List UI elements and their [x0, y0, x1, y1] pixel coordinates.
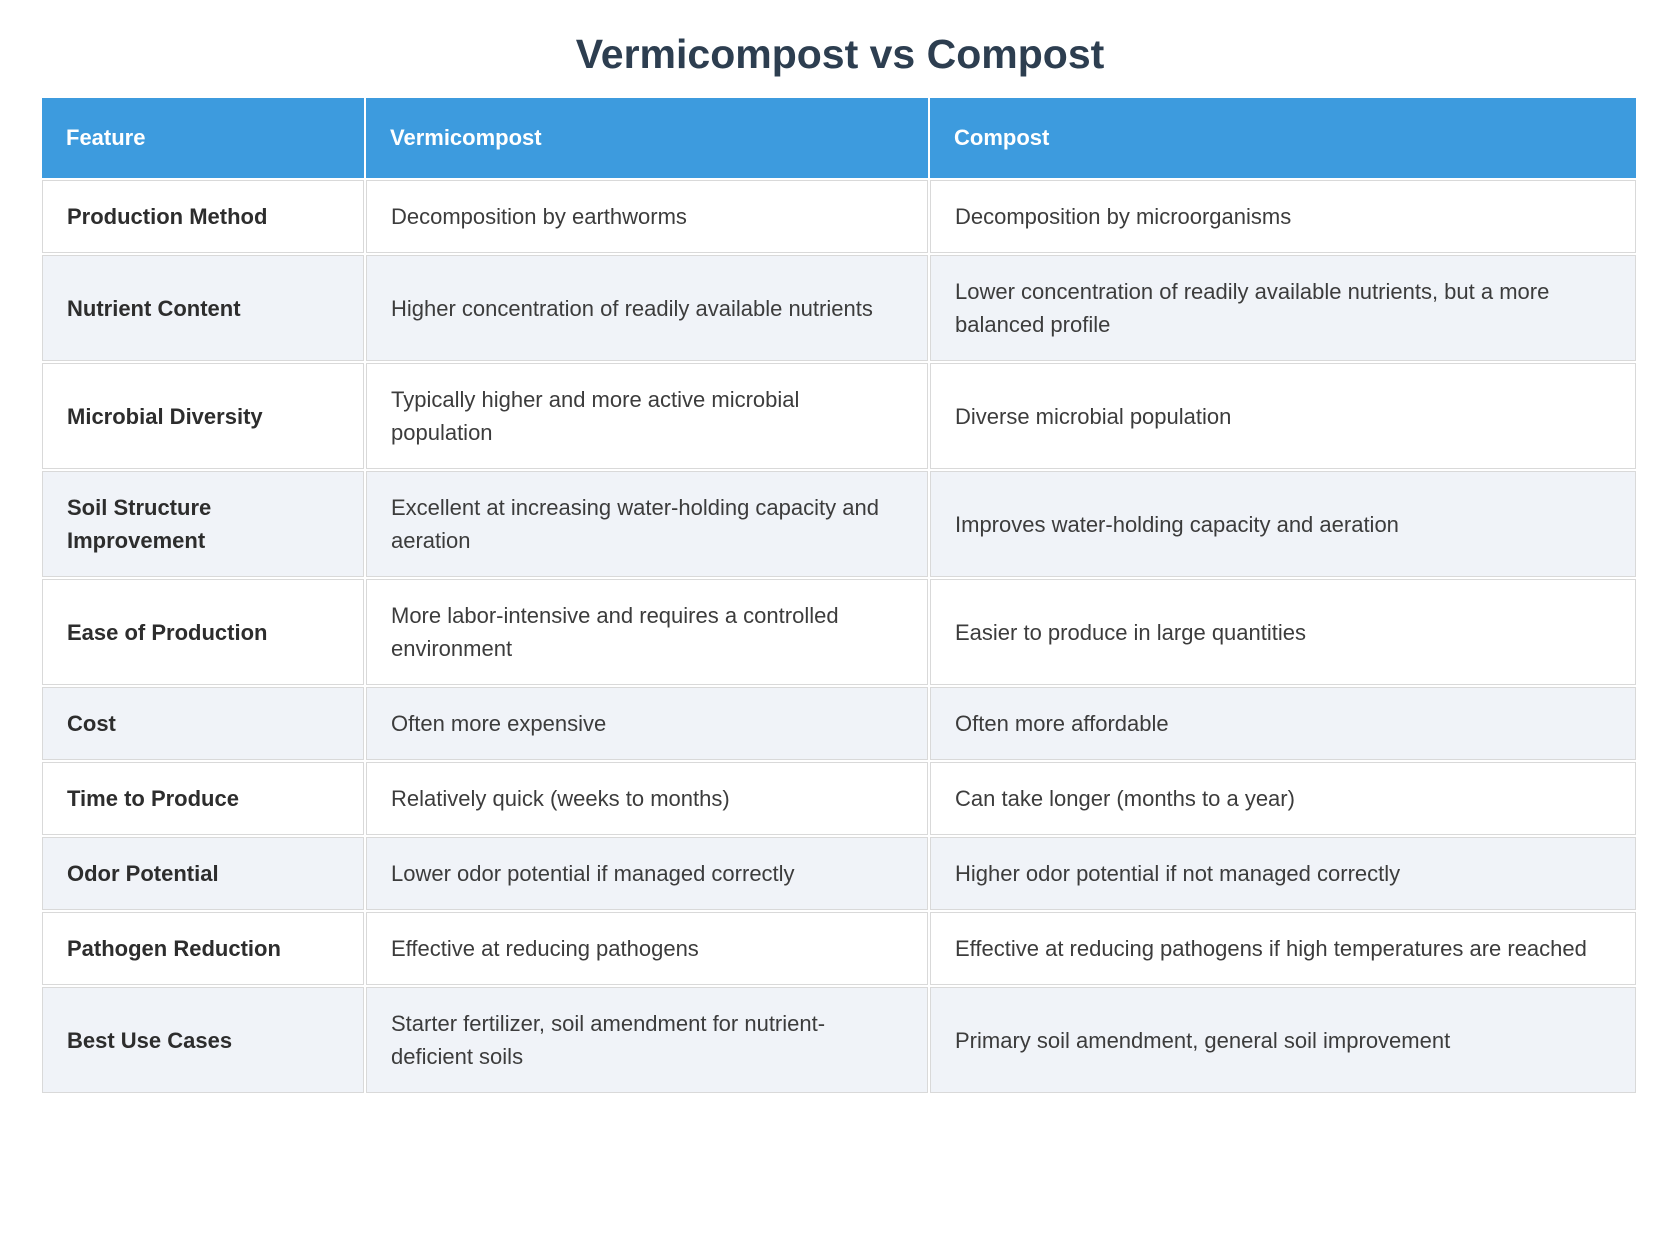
- feature-cell: Time to Produce: [42, 762, 364, 835]
- compost-cell: Often more affordable: [930, 687, 1636, 760]
- vermicompost-cell: Starter fertilizer, soil amendment for n…: [366, 987, 928, 1093]
- table-row: Pathogen Reduction Effective at reducing…: [42, 912, 1636, 985]
- compost-cell: Can take longer (months to a year): [930, 762, 1636, 835]
- vermicompost-cell: Excellent at increasing water-holding ca…: [366, 471, 928, 577]
- compost-cell: Easier to produce in large quantities: [930, 579, 1636, 685]
- feature-cell: Pathogen Reduction: [42, 912, 364, 985]
- compost-cell: Higher odor potential if not managed cor…: [930, 837, 1636, 910]
- table-row: Microbial Diversity Typically higher and…: [42, 363, 1636, 469]
- table-row: Odor Potential Lower odor potential if m…: [42, 837, 1636, 910]
- feature-cell: Ease of Production: [42, 579, 364, 685]
- feature-cell: Production Method: [42, 180, 364, 253]
- feature-cell: Soil Structure Improvement: [42, 471, 364, 577]
- vermicompost-cell: More labor-intensive and requires a cont…: [366, 579, 928, 685]
- feature-cell: Cost: [42, 687, 364, 760]
- compost-cell: Decomposition by microorganisms: [930, 180, 1636, 253]
- table-row: Best Use Cases Starter fertilizer, soil …: [42, 987, 1636, 1093]
- vermicompost-cell: Effective at reducing pathogens: [366, 912, 928, 985]
- vermicompost-cell: Often more expensive: [366, 687, 928, 760]
- feature-cell: Odor Potential: [42, 837, 364, 910]
- feature-cell: Nutrient Content: [42, 255, 364, 361]
- table-row: Cost Often more expensive Often more aff…: [42, 687, 1636, 760]
- vermicompost-cell: Typically higher and more active microbi…: [366, 363, 928, 469]
- table-row: Ease of Production More labor-intensive …: [42, 579, 1636, 685]
- table-row: Nutrient Content Higher concentration of…: [42, 255, 1636, 361]
- compost-cell: Improves water-holding capacity and aera…: [930, 471, 1636, 577]
- comparison-table: Feature Vermicompost Compost Production …: [40, 96, 1638, 1095]
- compost-cell: Primary soil amendment, general soil imp…: [930, 987, 1636, 1093]
- column-header-vermicompost: Vermicompost: [366, 98, 928, 178]
- column-header-compost: Compost: [930, 98, 1636, 178]
- feature-cell: Best Use Cases: [42, 987, 364, 1093]
- page-title: Vermicompost vs Compost: [575, 31, 1105, 77]
- compost-cell: Diverse microbial population: [930, 363, 1636, 469]
- column-header-feature: Feature: [42, 98, 364, 178]
- vermicompost-cell: Relatively quick (weeks to months): [366, 762, 928, 835]
- vermicompost-cell: Higher concentration of readily availabl…: [366, 255, 928, 361]
- table-row: Production Method Decomposition by earth…: [42, 180, 1636, 253]
- compost-cell: Lower concentration of readily available…: [930, 255, 1636, 361]
- table-row: Time to Produce Relatively quick (weeks …: [42, 762, 1636, 835]
- table-row: Soil Structure Improvement Excellent at …: [42, 471, 1636, 577]
- vermicompost-cell: Lower odor potential if managed correctl…: [366, 837, 928, 910]
- feature-cell: Microbial Diversity: [42, 363, 364, 469]
- vermicompost-cell: Decomposition by earthworms: [366, 180, 928, 253]
- compost-cell: Effective at reducing pathogens if high …: [930, 912, 1636, 985]
- header-row: Feature Vermicompost Compost: [42, 98, 1636, 178]
